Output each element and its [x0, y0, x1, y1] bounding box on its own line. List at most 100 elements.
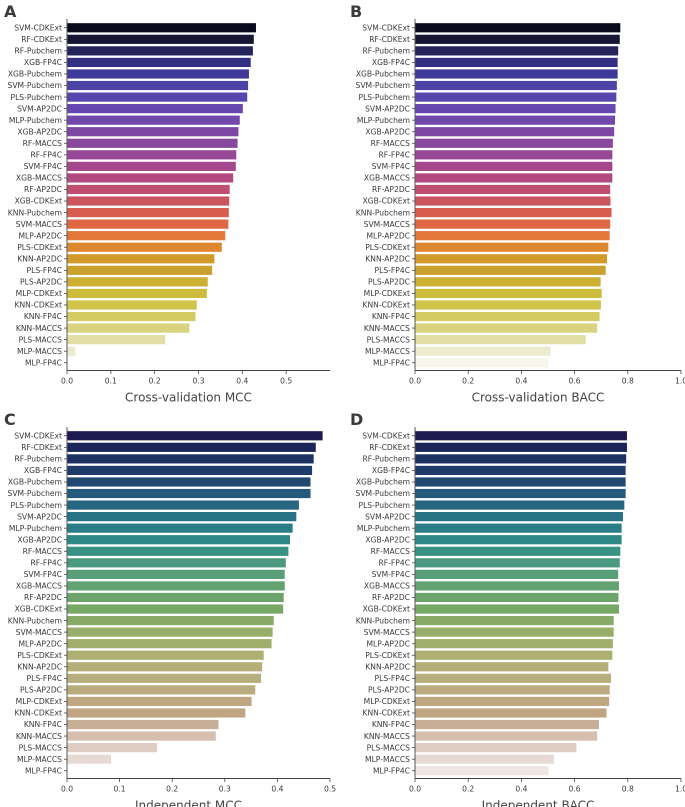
bar — [415, 731, 598, 741]
x-tick-label: 0.4 — [236, 377, 248, 386]
bar — [415, 300, 601, 310]
bar — [67, 523, 293, 533]
bar — [415, 454, 627, 464]
category-label: PLS-Pubchem — [358, 501, 410, 510]
chart-panel-a: A SVM-CDKExt RF-CDKExt RF-Pubchem XGB-FP4C XG… — [4, 2, 330, 405]
category-label: KNN-AP2DC — [17, 254, 62, 263]
x-tick-label: 0.8 — [622, 377, 634, 386]
bar — [415, 277, 601, 287]
bar — [67, 696, 252, 707]
category-label: MLP-AP2DC — [18, 231, 62, 240]
category-label: SVM-Pubchem — [8, 489, 62, 498]
category-label: KNN-FP4C — [372, 312, 410, 321]
category-label: XGB-CDKExt — [363, 605, 410, 614]
category-label: PLS-CDKExt — [17, 651, 62, 660]
category-label: SVM-CDKExt — [14, 431, 62, 440]
category-label: XGB-FP4C — [24, 466, 62, 475]
bar — [67, 92, 248, 102]
category-label: RF-MACCS — [23, 547, 63, 556]
bar — [415, 546, 621, 556]
x-tick-label: 0.5 — [280, 377, 292, 386]
category-label: RF-CDKExt — [369, 443, 410, 452]
bar — [67, 546, 289, 556]
category-label: PLS-CDKExt — [365, 243, 410, 252]
category-label: KNN-CDKExt — [363, 709, 411, 718]
bar — [415, 766, 549, 776]
category-label: MLP-AP2DC — [366, 639, 410, 648]
category-label: MLP-Pubchem — [9, 116, 62, 125]
bar — [415, 627, 614, 637]
category-label: KNN-Pubchem — [356, 616, 410, 625]
x-tick-label: 0.4 — [515, 377, 527, 386]
x-axis-title: Independent BACC — [482, 799, 595, 807]
bar — [67, 662, 263, 672]
category-label: XGB-Pubchem — [356, 70, 410, 79]
category-label: SVM-Pubchem — [8, 81, 62, 90]
chart-panel-c: C SVM-CDKExt RF-CDKExt RF-Pubchem XGB-FP4C XG… — [4, 410, 336, 807]
bar — [67, 581, 285, 591]
category-label: PLS-CDKExt — [17, 243, 62, 252]
bar — [67, 454, 314, 464]
category-label: MLP-Pubchem — [357, 116, 410, 125]
bar — [67, 207, 229, 218]
x-tick-label: 0.8 — [622, 785, 634, 794]
x-tick-label: 0.5 — [324, 785, 336, 794]
x-tick-label: 0.0 — [409, 377, 421, 386]
bar — [415, 743, 577, 753]
bar — [67, 477, 311, 487]
category-label: SVM-AP2DC — [17, 104, 62, 113]
x-tick-label: 0.1 — [114, 785, 126, 794]
bar — [415, 219, 611, 229]
category-label: MLP-FP4C — [373, 358, 410, 367]
bar — [67, 592, 284, 603]
panel-label: A — [4, 2, 17, 21]
category-label: MLP-FP4C — [25, 766, 62, 775]
bar — [415, 442, 627, 452]
category-label: SVM-MACCS — [16, 628, 63, 637]
bar — [415, 184, 611, 195]
category-label: KNN-FP4C — [24, 312, 62, 321]
category-label: PLS-FP4C — [375, 266, 410, 275]
x-axis-title: Independent MCC — [135, 799, 242, 807]
category-label: PLS-AP2DC — [368, 278, 410, 287]
bar — [415, 104, 616, 114]
bar — [415, 581, 619, 591]
category-label: RF-CDKExt — [369, 35, 410, 44]
bar — [415, 500, 625, 510]
bar — [67, 57, 251, 68]
category-label: MLP-FP4C — [25, 358, 62, 367]
category-label: XGB-MACCS — [364, 582, 410, 591]
bar — [415, 523, 622, 533]
category-label: PLS-CDKExt — [365, 651, 410, 660]
bar — [415, 57, 618, 68]
bar — [67, 627, 273, 637]
bar — [67, 311, 196, 322]
bar — [67, 743, 157, 753]
bar — [415, 604, 619, 614]
category-label: MLP-CDKExt — [16, 697, 62, 706]
category-label: SVM-FP4C — [372, 570, 410, 579]
bar — [67, 138, 238, 148]
category-label: SVM-FP4C — [24, 570, 62, 579]
bar — [67, 265, 213, 275]
bar — [67, 535, 290, 545]
category-label: RF-AP2DC — [372, 593, 410, 602]
x-tick-label: 0.2 — [166, 785, 178, 794]
bar — [67, 500, 299, 510]
category-label: RF-Pubchem — [362, 47, 410, 56]
bar — [415, 685, 610, 695]
category-label: SVM-CDKExt — [14, 23, 62, 32]
bar — [415, 242, 609, 252]
bar — [67, 431, 323, 441]
bar — [415, 173, 613, 183]
bar — [415, 288, 602, 299]
bar — [415, 477, 626, 487]
bar — [415, 592, 619, 603]
bar — [415, 196, 611, 206]
category-label: RF-AP2DC — [24, 185, 62, 194]
category-label: XGB-FP4C — [372, 58, 410, 67]
x-tick-label: 0.3 — [192, 377, 204, 386]
bar — [415, 708, 607, 718]
bar — [67, 254, 215, 264]
category-label: PLS-FP4C — [27, 266, 62, 275]
